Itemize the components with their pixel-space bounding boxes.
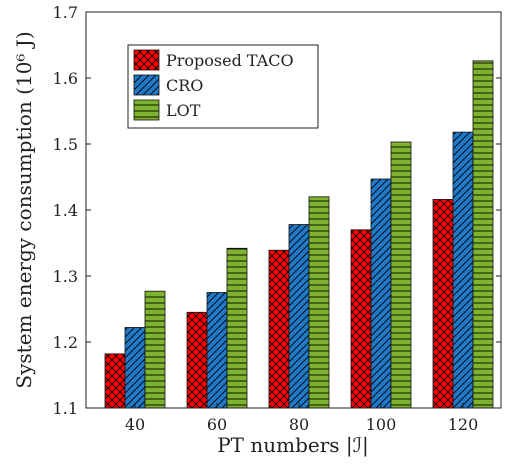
y-tick-label-6: 1.7 — [53, 3, 78, 22]
x-tick-label-4: 120 — [448, 415, 479, 434]
bar-1-0 — [124, 327, 146, 409]
y-axis-ticks: 1.1 1.2 1.3 1.4 1.5 1.6 1.7 — [53, 3, 501, 418]
x-axis-label: PT numbers |ℐ| — [217, 433, 369, 458]
bar-0-0 — [104, 353, 126, 409]
y-tick-label-1: 1.2 — [53, 333, 78, 352]
bar-2-0 — [144, 290, 166, 409]
bars-group — [104, 60, 494, 409]
y-axis-label: System energy consumption (10⁶ J) — [12, 31, 36, 388]
legend-box — [127, 44, 319, 129]
x-tick-label-0: 40 — [125, 415, 145, 434]
bar-0-4 — [432, 199, 454, 409]
bar-0-3 — [350, 229, 372, 409]
y-tick-label-3: 1.4 — [53, 201, 78, 220]
x-tick-label-3: 100 — [366, 415, 397, 434]
bar-1-3 — [370, 178, 392, 409]
y-tick-label-0: 1.1 — [53, 399, 78, 418]
x-tick-label-2: 80 — [289, 415, 309, 434]
y-tick-label-4: 1.5 — [53, 135, 78, 154]
legend-label-1: CRO — [166, 76, 203, 95]
legend-label-0: Proposed TACO — [166, 51, 294, 70]
y-tick-label-2: 1.3 — [53, 267, 78, 286]
legend-swatch-2 — [133, 99, 160, 121]
y-tick-label-5: 1.6 — [53, 69, 78, 88]
legend-swatch-1 — [133, 74, 160, 96]
bar-1-1 — [206, 292, 228, 409]
x-tick-label-1: 60 — [207, 415, 227, 434]
bar-0-2 — [268, 249, 290, 409]
bar-1-2 — [288, 224, 310, 409]
legend: Proposed TACO CRO LOT — [127, 44, 319, 129]
bar-2-3 — [390, 141, 412, 409]
legend-label-2: LOT — [166, 101, 201, 120]
x-axis-ticks: 40 60 80 100 120 — [125, 403, 478, 434]
bar-2-2 — [308, 196, 330, 409]
legend-swatch-0 — [133, 49, 160, 71]
bar-2-1 — [226, 247, 248, 409]
bar-2-4 — [472, 60, 494, 409]
bar-1-4 — [452, 131, 474, 409]
bar-0-1 — [186, 311, 208, 409]
